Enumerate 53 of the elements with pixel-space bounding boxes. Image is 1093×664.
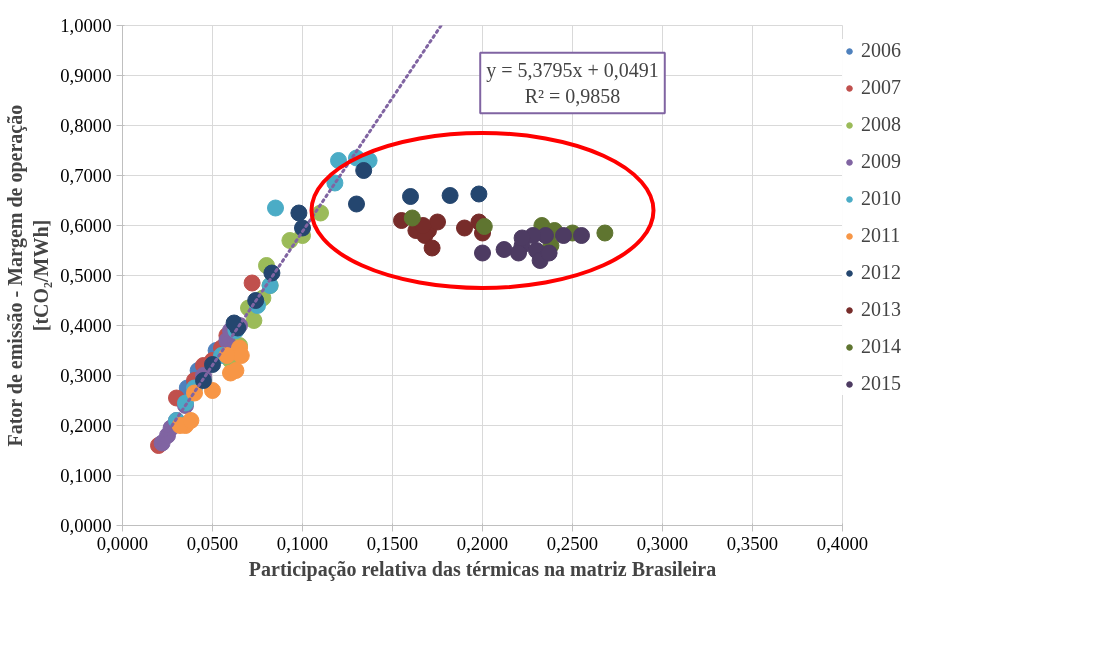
y-tick-label: 0,9000: [60, 65, 112, 86]
point: [402, 188, 419, 205]
x-axis-title: Participação relativa das térmicas na matriz Brasileira: [248, 557, 717, 581]
point: [403, 209, 421, 227]
y-tick-label: 0,2000: [60, 415, 112, 436]
point: [243, 274, 261, 292]
point: [355, 162, 373, 179]
point: [290, 204, 308, 222]
legend-label: 2007: [861, 76, 901, 99]
point: [596, 224, 614, 242]
legend-label: 2006: [861, 39, 901, 62]
x-tick-label: 0,4000: [816, 532, 869, 554]
legend-label: 2009: [861, 150, 901, 173]
x-tick-label: 0,1000: [276, 532, 329, 554]
x-tick-label: 0,0500: [186, 532, 239, 554]
y-tick-label: 0,5000: [60, 265, 112, 286]
y-tick-label: 0,8000: [60, 115, 112, 136]
point: [423, 239, 441, 257]
legend-label: 2008: [861, 113, 901, 136]
point: [204, 382, 221, 399]
point: [456, 219, 473, 237]
point: [441, 187, 459, 204]
annotation: y = 5,3795x + 0,0491 R² = 0,9858: [486, 58, 659, 108]
point: [475, 218, 493, 235]
legend-label: 2011: [861, 224, 901, 247]
y-tick-label: 0,4000: [60, 315, 112, 336]
point: [495, 241, 513, 258]
x-tick-label: 0,3500: [726, 532, 779, 554]
point: [474, 244, 491, 262]
point: [573, 227, 590, 244]
point: [555, 227, 572, 244]
point: [470, 185, 488, 203]
legend-label: 2013: [861, 298, 901, 321]
x-tick-label: 0,2000: [456, 532, 509, 554]
y-tick-label: 0,1000: [60, 465, 112, 486]
point: [182, 412, 200, 429]
point: [267, 199, 284, 217]
point: [348, 195, 365, 213]
point: [510, 244, 527, 262]
x-tick-label: 0,1500: [366, 532, 419, 554]
y-tick-label: 0,3000: [60, 365, 112, 386]
y-tick-label: 0,7000: [60, 165, 112, 186]
legend-label: 2015: [861, 372, 901, 395]
x-tick-label: 0,2500: [546, 532, 599, 554]
y-tick-label: 1,0000: [60, 15, 112, 36]
x-tick-label: 0,3000: [636, 532, 689, 554]
y-axis-title: Fator de emissão - Margem de operação [tCO₂/MWh]: [3, 104, 53, 447]
legend-label: 2012: [861, 261, 901, 284]
legend-label: 2014: [861, 335, 901, 358]
point: [218, 347, 236, 364]
y-tick-label: 0,6000: [60, 215, 112, 236]
point: [429, 213, 446, 231]
legend-label: 2010: [861, 187, 901, 210]
